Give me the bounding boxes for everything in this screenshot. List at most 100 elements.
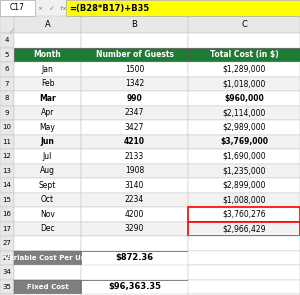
Text: 34: 34 [3,269,11,275]
Bar [0,62,14,76]
Text: Number of Guests: Number of Guests [95,50,173,59]
Bar [14,120,81,135]
Bar [14,294,81,295]
Bar [14,76,81,91]
Bar [188,279,300,294]
Bar [188,294,300,295]
Bar [0,294,14,295]
Bar [0,120,14,135]
Text: Total Cost (in $): Total Cost (in $) [210,50,278,59]
Text: 4200: 4200 [125,210,144,219]
Bar [81,193,188,207]
Text: Jul: Jul [43,152,52,161]
Text: 3140: 3140 [125,181,144,190]
Bar [188,33,300,47]
Bar [188,76,300,91]
Text: $872.36: $872.36 [116,253,154,262]
Text: 2133: 2133 [125,152,144,161]
Bar [188,47,300,62]
Bar [0,279,14,294]
Bar [66,0,300,16]
Text: $1,018,000: $1,018,000 [222,79,266,88]
Text: 28: 28 [3,255,11,261]
Bar [14,135,81,149]
Bar [188,250,300,265]
Text: 2347: 2347 [125,108,144,117]
Text: Sept: Sept [39,181,56,190]
Bar [14,265,81,279]
Bar [81,91,188,106]
Bar [14,16,81,33]
Bar [81,265,188,279]
Bar [14,207,81,222]
Text: 11: 11 [2,139,11,145]
Text: $960,000: $960,000 [224,94,264,103]
Text: 10: 10 [2,124,11,130]
Bar [81,149,188,163]
Bar [14,91,81,106]
Text: $2,989,000: $2,989,000 [222,123,266,132]
Text: =(B28*B17)+B35: =(B28*B17)+B35 [69,4,149,12]
Text: 1500: 1500 [125,65,144,74]
Bar [0,16,14,33]
Text: 4210: 4210 [124,137,145,146]
Text: 17: 17 [2,226,11,232]
Bar [81,47,188,62]
Bar [81,236,188,250]
Text: ×   ✓   fx: × ✓ fx [38,6,66,11]
Bar [81,135,188,149]
Text: 14: 14 [3,182,11,188]
Bar [0,91,14,106]
Bar [188,149,300,163]
Text: 12: 12 [3,153,11,159]
Bar [81,76,188,91]
Text: 4: 4 [5,37,9,43]
Bar [81,163,188,178]
Text: $1,690,000: $1,690,000 [222,152,266,161]
Text: 990: 990 [127,94,142,103]
Bar [188,135,300,149]
Bar [188,178,300,193]
Bar [81,178,188,193]
Bar [14,163,81,178]
Text: 9: 9 [5,110,9,116]
Bar [81,120,188,135]
Text: 15: 15 [3,197,11,203]
Bar [14,193,81,207]
Text: Feb: Feb [41,79,54,88]
Bar [188,120,300,135]
Bar [188,193,300,207]
Bar [0,178,14,193]
Bar [81,222,188,236]
Text: 13: 13 [2,168,11,174]
Text: 16: 16 [2,211,11,217]
Bar [14,250,81,265]
Text: Fixed Cost: Fixed Cost [27,284,68,290]
Bar [0,207,14,222]
Bar [14,236,81,250]
Text: 3290: 3290 [125,224,144,233]
Bar [0,76,14,91]
Bar [0,47,14,62]
Text: C17: C17 [10,4,24,12]
Text: C: C [241,20,247,29]
Text: 2234: 2234 [125,195,144,204]
Text: Month: Month [34,50,62,59]
Text: May: May [40,123,56,132]
Bar [14,62,81,76]
Bar [188,62,300,76]
Bar [0,250,14,265]
Bar [14,33,81,47]
Text: Jan: Jan [42,65,53,74]
Text: $3,760,276: $3,760,276 [222,210,266,219]
Bar [14,222,81,236]
Text: 35: 35 [3,284,11,290]
Text: Jun: Jun [40,137,54,146]
Bar [0,135,14,149]
Bar [188,236,300,250]
Bar [0,163,14,178]
Bar [81,33,188,47]
Bar [188,265,300,279]
Text: $2,966,429: $2,966,429 [222,224,266,233]
Bar [14,106,81,120]
